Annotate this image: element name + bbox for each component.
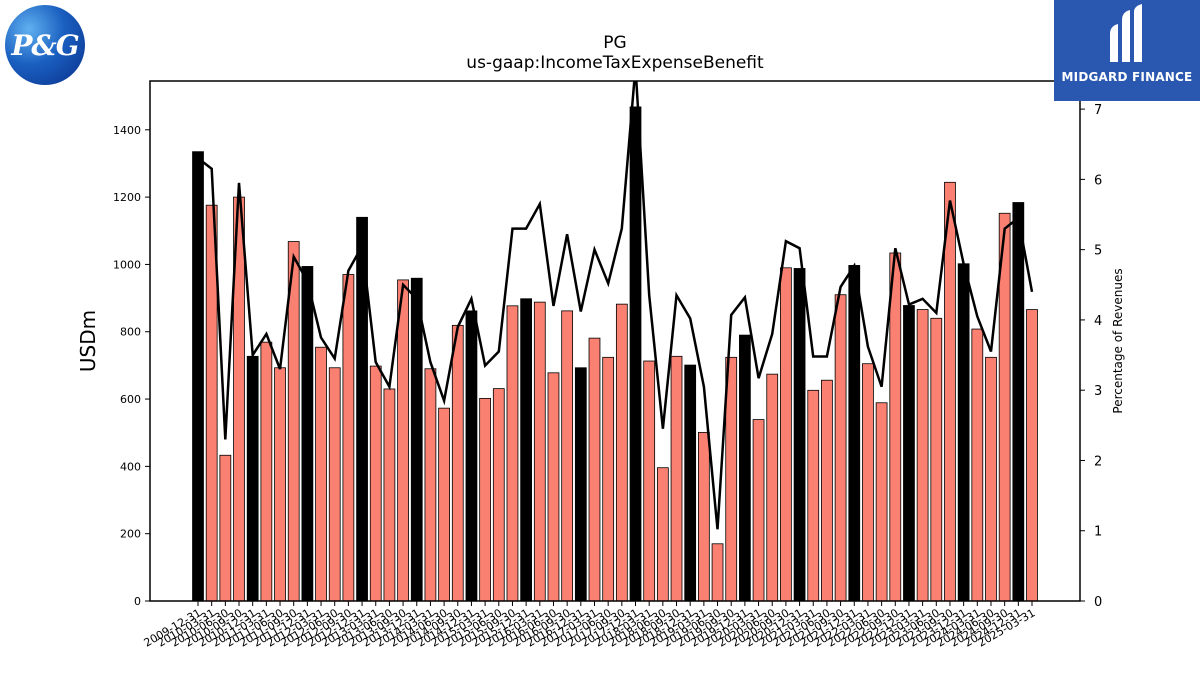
quarter-bar [916, 309, 929, 602]
annual-bar [301, 266, 314, 602]
chart-subtitle: us-gaap:IncomeTaxExpenseBenefit [466, 53, 764, 73]
y2-axis-label: Percentage of Revenues [1111, 268, 1125, 413]
quarter-bar [424, 368, 437, 602]
annual-bar [246, 355, 259, 602]
annual-bar [192, 151, 204, 602]
y2-tick-label: 0 [1094, 595, 1102, 610]
quarter-bar [643, 360, 656, 602]
y-axis-label: USDm [76, 310, 100, 372]
quarter-bar [985, 356, 997, 602]
y-tick-label: 400 [120, 460, 141, 473]
plot-frame [149, 80, 1081, 602]
quarter-bar [397, 279, 409, 602]
quarter-bar [752, 419, 765, 602]
annual-bar [739, 334, 751, 602]
quarter-bar [711, 543, 724, 602]
quarter-bar [1026, 309, 1038, 602]
chart-title: PG [603, 33, 626, 53]
quarter-bar [561, 310, 574, 602]
annual-bar [684, 364, 697, 602]
annual-bar [465, 310, 478, 602]
quarter-bar [944, 181, 956, 602]
y2-tick-label: 6 [1094, 173, 1102, 188]
quarter-bar [328, 367, 341, 602]
y2-tick-label: 3 [1094, 384, 1102, 399]
y2-tick-label: 1 [1094, 525, 1102, 540]
midgard-mark-icon [1110, 4, 1142, 62]
percentage-line [197, 81, 1034, 530]
quarter-bar [588, 337, 601, 602]
annual-bar [410, 277, 423, 602]
quarter-bar [766, 373, 779, 602]
y2-tick-label: 7 [1094, 103, 1102, 118]
y-tick-label: 800 [120, 326, 141, 339]
quarter-bar [274, 367, 286, 602]
annual-bar [903, 305, 915, 602]
quarter-bar [780, 267, 792, 602]
y2-tick-label: 4 [1094, 314, 1102, 329]
quarter-bar [971, 328, 984, 602]
quarter-bar [533, 301, 546, 602]
y-tick-label: 1000 [113, 258, 141, 271]
y-tick-label: 200 [120, 528, 141, 541]
midgard-finance-name: MIDGARD FINANCE [1061, 70, 1193, 84]
quarter-bar [615, 303, 628, 602]
quarter-bar [930, 317, 943, 602]
annual-bar [793, 268, 806, 602]
y2-tick-label: 5 [1094, 244, 1102, 259]
y-tick-label: 1200 [113, 191, 141, 204]
quarter-bar [260, 341, 273, 602]
quarter-bar [342, 274, 355, 602]
quarter-bar [451, 324, 464, 602]
quarter-bar [698, 431, 710, 602]
annual-bar [848, 265, 861, 602]
quarter-bar [670, 355, 683, 602]
quarter-bar [889, 252, 902, 602]
quarter-bar [875, 402, 888, 602]
quarter-bar [862, 363, 874, 602]
quarter-bar [821, 379, 833, 602]
midgard-finance-logo: MIDGARD FINANCE [1054, 0, 1200, 101]
annual-bar [629, 106, 642, 602]
pg-logo-text: P&G [11, 28, 79, 62]
quarter-bar [834, 294, 847, 602]
quarter-bar [547, 372, 560, 602]
annual-bar [957, 263, 970, 602]
quarter-bar [602, 356, 615, 602]
y-tick-label: 600 [120, 393, 141, 406]
annual-bar [1012, 202, 1025, 602]
y-tick-label: 0 [134, 595, 141, 608]
quarter-bar [219, 454, 232, 602]
quarter-bar [656, 467, 669, 602]
quarter-bar [438, 407, 450, 602]
y-tick-label: 1400 [113, 124, 141, 137]
annual-bar [520, 298, 532, 602]
quarter-bar [479, 397, 491, 602]
quarter-bar [369, 365, 382, 602]
annual-bar [574, 367, 587, 602]
pg-logo: P&G [5, 5, 85, 85]
quarter-bar [315, 346, 327, 602]
quarter-bar [807, 389, 820, 602]
quarter-bar [506, 305, 519, 602]
y2-tick-label: 2 [1094, 454, 1102, 469]
quarter-bar [492, 388, 505, 602]
quarter-bar [383, 388, 396, 602]
